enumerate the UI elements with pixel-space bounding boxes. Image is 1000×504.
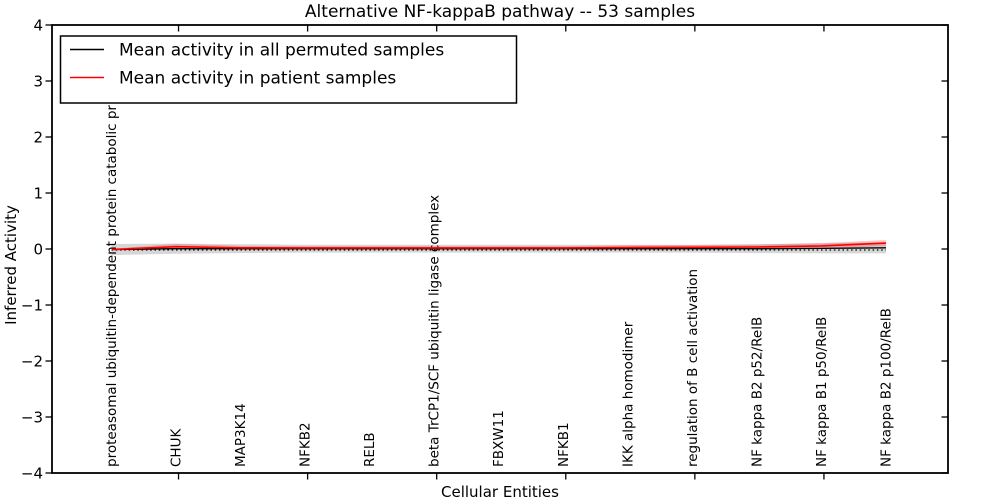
x-axis-ticks [177, 25, 825, 480]
x-category-label: RELB [362, 432, 378, 467]
x-axis-label: Cellular Entities [441, 483, 559, 500]
series-line-patient [111, 242, 887, 251]
y-tick-label: −3 [21, 409, 43, 427]
x-category-label: NF kappa B1 p50/RelB [814, 317, 830, 467]
series-lines [111, 242, 887, 251]
x-category-label: FBXW11 [491, 410, 507, 467]
y-tick-label: 1 [33, 185, 43, 203]
legend: Mean activity in all permuted samples Me… [59, 35, 518, 104]
legend-label-permuted: Mean activity in all permuted samples [119, 41, 444, 61]
x-category-label: NFKB2 [298, 422, 314, 467]
x-category-label: IKK alpha homodimer [620, 321, 636, 467]
x-category-label: NFKB1 [556, 422, 572, 467]
x-category-label: regulation of B cell activation [685, 269, 701, 467]
y-tick-label: 0 [33, 241, 43, 259]
x-category-label: NF kappa B2 p52/RelB [749, 317, 765, 467]
y-axis-label: Inferred Activity [2, 205, 20, 325]
legend-label-patient: Mean activity in patient samples [119, 69, 396, 89]
y-tick-label: −1 [21, 297, 43, 315]
x-category-label: proteasomal ubiquitin-dependent protein … [104, 105, 120, 467]
y-axis-ticks: 4 3 2 1 0 −1 −2 −3 −4 [21, 17, 948, 483]
plot-frame [51, 24, 949, 474]
y-tick-label: 3 [33, 73, 43, 91]
y-tick-label: 4 [33, 17, 43, 35]
x-category-labels: proteasomal ubiquitin-dependent protein … [104, 105, 894, 467]
y-tick-label: −4 [21, 465, 43, 483]
legend-box [59, 35, 518, 104]
y-tick-label: 2 [33, 129, 43, 147]
x-category-label: MAP3K14 [233, 403, 249, 467]
x-category-label: beta TrCP1/SCF ubiquitin ligase complex [427, 195, 443, 467]
y-tick-label: −2 [21, 353, 43, 371]
x-category-label: CHUK [169, 428, 185, 467]
chart-title: Alternative NF-kappaB pathway -- 53 samp… [305, 2, 695, 22]
x-category-label: NF kappa B2 p100/RelB [878, 308, 894, 467]
